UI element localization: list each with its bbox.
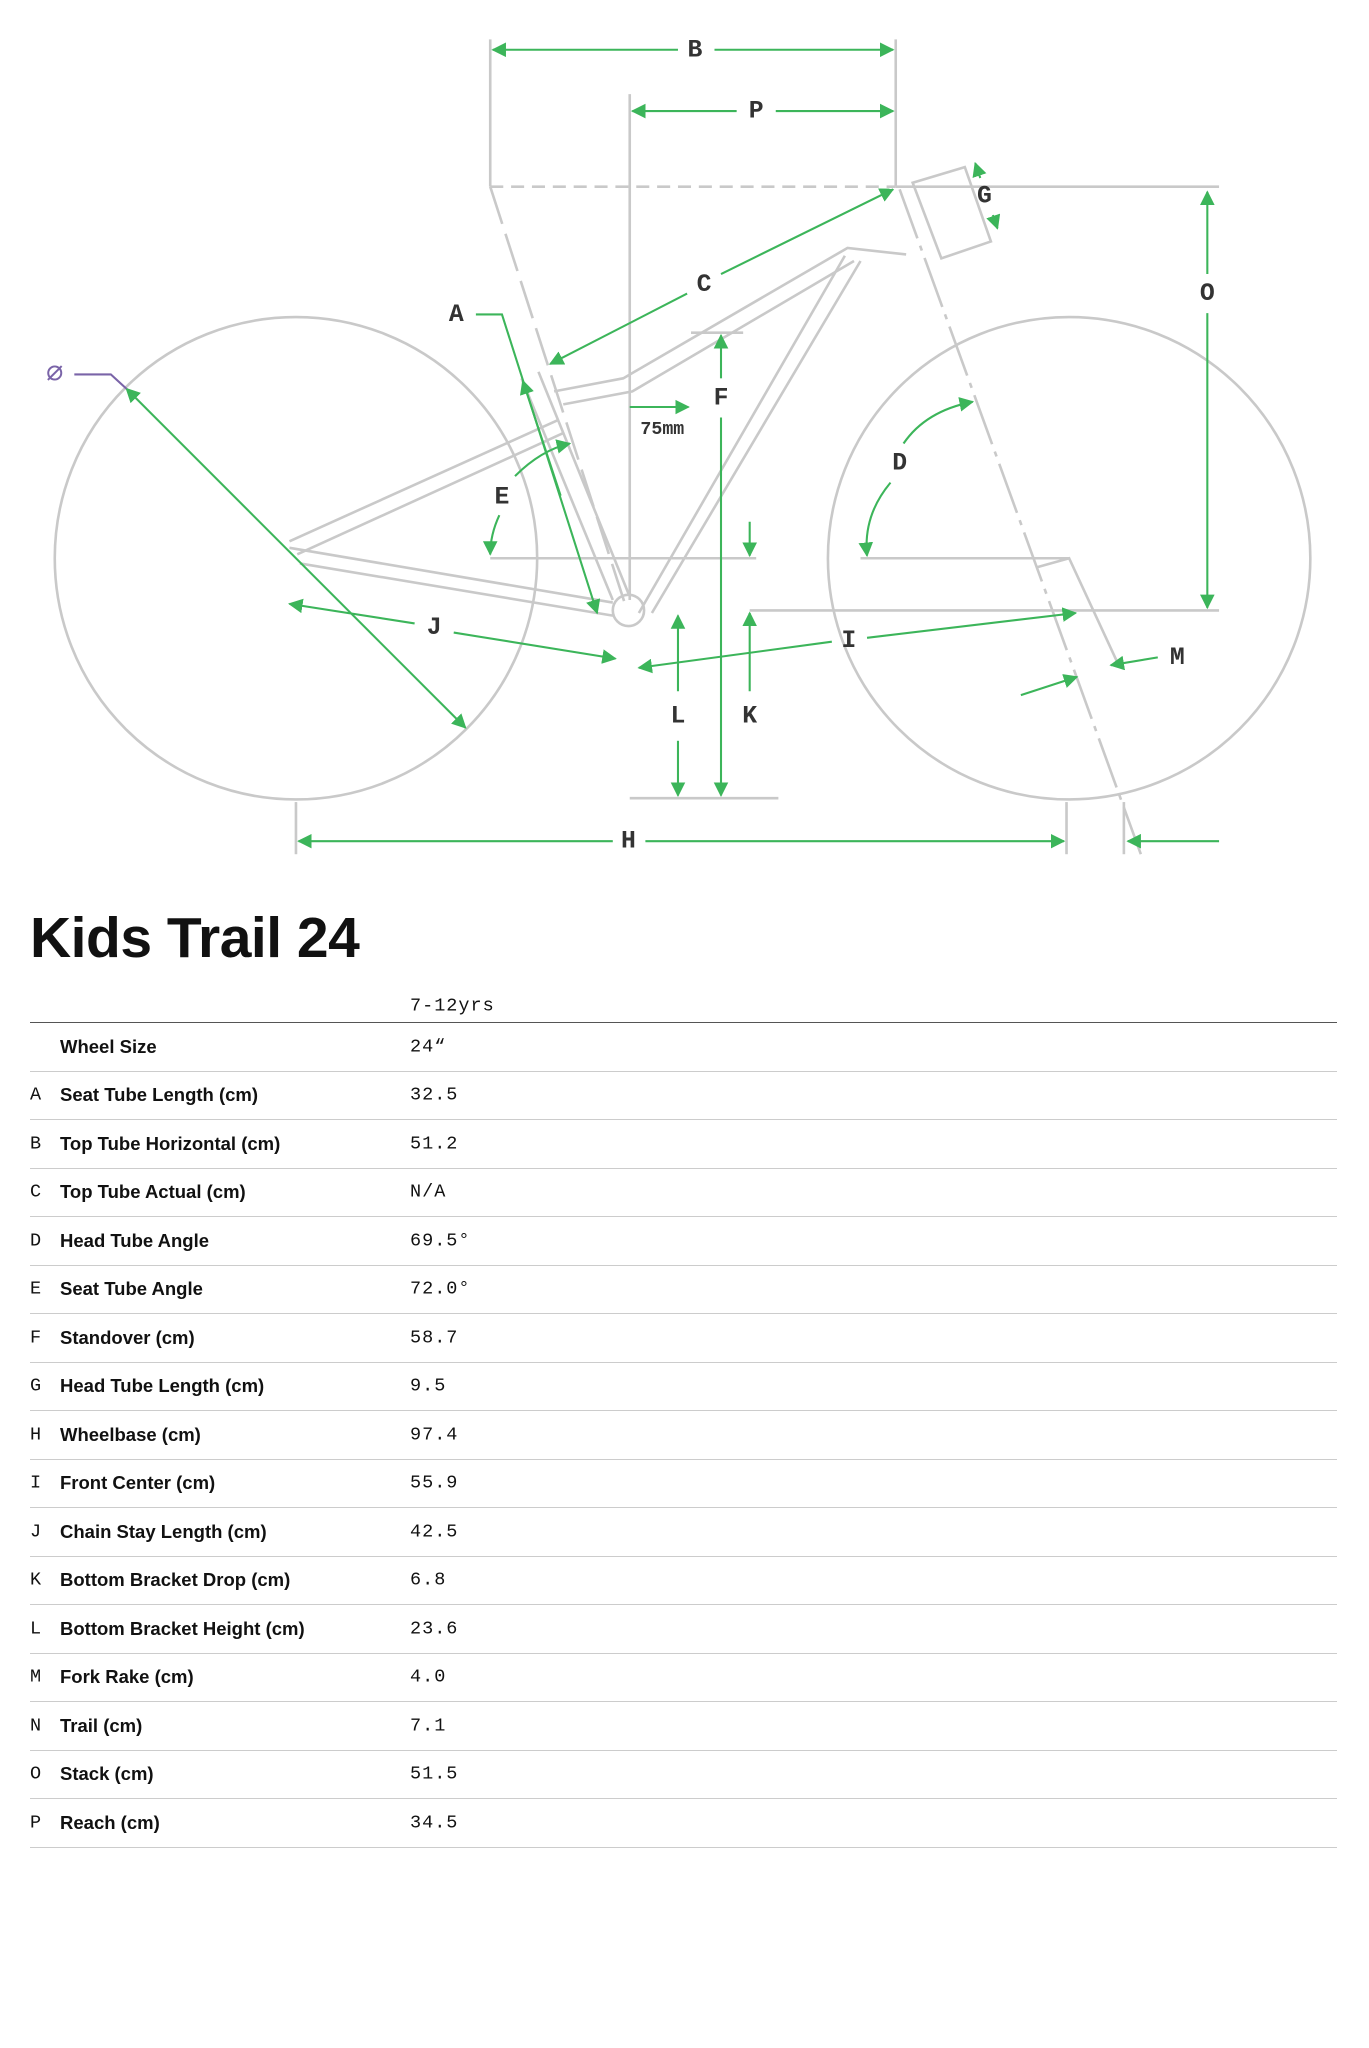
dimension-arrows xyxy=(74,42,1220,849)
row-value: 72.0° xyxy=(410,1278,471,1300)
row-value: 51.5 xyxy=(410,1763,459,1785)
row-name: Trail (cm) xyxy=(60,1714,143,1736)
geometry-table: 7-12yrs Wheel Size 24“ A Seat Tube Length (… xyxy=(30,990,1337,1848)
row-value: N/A xyxy=(410,1181,447,1203)
dim-label: K xyxy=(742,703,757,731)
row-letter: H xyxy=(30,1424,42,1446)
row-letter: B xyxy=(30,1133,42,1155)
row-value: 9.5 xyxy=(410,1375,447,1397)
geometry-diagram: B P G C O A F 75mm D E J I M L K H ∅ xyxy=(46,36,1312,856)
dim-label: G xyxy=(977,182,992,210)
column-header: 7-12yrs xyxy=(410,995,495,1017)
row-name: Wheelbase (cm) xyxy=(60,1423,201,1445)
row-value: 6.8 xyxy=(410,1569,447,1591)
row-value: 51.2 xyxy=(410,1133,459,1155)
table-row: L Bottom Bracket Height (cm) 23.6 xyxy=(30,1605,1337,1654)
table-row: H Wheelbase (cm) 97.4 xyxy=(30,1411,1337,1460)
table-row: F Standover (cm) 58.7 xyxy=(30,1314,1337,1363)
row-name: Reach (cm) xyxy=(60,1811,160,1833)
row-letter: C xyxy=(30,1181,42,1203)
row-value: 97.4 xyxy=(410,1424,459,1446)
row-value: 7.1 xyxy=(410,1715,447,1737)
row-letter: I xyxy=(30,1472,42,1494)
table-row: I Front Center (cm) 55.9 xyxy=(30,1460,1337,1508)
table-row: K Bottom Bracket Drop (cm) 6.8 xyxy=(30,1557,1337,1605)
table-row: E Seat Tube Angle 72.0° xyxy=(30,1266,1337,1314)
dim-label: I xyxy=(841,627,856,655)
table-header: 7-12yrs xyxy=(30,990,1337,1023)
table-row: D Head Tube Angle 69.5° xyxy=(30,1217,1337,1266)
row-letter: P xyxy=(30,1812,42,1834)
row-value: 58.7 xyxy=(410,1327,459,1349)
row-name: Stack (cm) xyxy=(60,1763,154,1785)
row-letter: N xyxy=(30,1715,42,1737)
dim-label: C xyxy=(697,271,712,299)
dim-label: L xyxy=(671,703,686,731)
row-value: 23.6 xyxy=(410,1618,459,1640)
dim-label: M xyxy=(1170,644,1185,672)
row-value: 4.0 xyxy=(410,1666,447,1688)
dim-label: B xyxy=(687,36,702,64)
row-letter: K xyxy=(30,1569,42,1591)
table-row: A Seat Tube Length (cm) 32.5 xyxy=(30,1072,1337,1120)
row-name: Seat Tube Angle xyxy=(60,1278,203,1300)
table-row: N Trail (cm) 7.1 xyxy=(30,1702,1337,1751)
row-letter: A xyxy=(30,1084,42,1106)
dim-label: A xyxy=(449,301,464,329)
row-name: Fork Rake (cm) xyxy=(60,1666,194,1688)
row-name: Top Tube Actual (cm) xyxy=(60,1181,246,1203)
dim-label: 75mm xyxy=(640,420,684,440)
row-name: Seat Tube Length (cm) xyxy=(60,1084,259,1106)
row-letter: O xyxy=(30,1763,42,1785)
row-name: Head Tube Angle xyxy=(60,1229,210,1251)
dim-label: D xyxy=(892,450,907,478)
row-letter: J xyxy=(30,1521,42,1543)
table-row: C Top Tube Actual (cm) N/A xyxy=(30,1169,1337,1217)
dim-label: J xyxy=(427,614,442,642)
row-name: Standover (cm) xyxy=(60,1326,195,1348)
table-row: O Stack (cm) 51.5 xyxy=(30,1751,1337,1799)
row-name: Top Tube Horizontal (cm) xyxy=(60,1132,281,1154)
row-value: 55.9 xyxy=(410,1472,459,1494)
row-letter: M xyxy=(30,1666,42,1688)
row-name: Head Tube Length (cm) xyxy=(60,1375,265,1397)
row-value: 24“ xyxy=(410,1036,447,1058)
row-letter: L xyxy=(30,1618,42,1640)
table-row: Wheel Size 24“ xyxy=(30,1023,1337,1072)
row-letter: E xyxy=(30,1278,42,1300)
dim-label: F xyxy=(714,384,729,412)
table-row: P Reach (cm) 34.5 xyxy=(30,1799,1337,1848)
row-letter: G xyxy=(30,1375,42,1397)
row-value: 34.5 xyxy=(410,1812,459,1834)
row-name: Chain Stay Length (cm) xyxy=(60,1520,267,1542)
table-row: J Chain Stay Length (cm) 42.5 xyxy=(30,1508,1337,1557)
table-row: B Top Tube Horizontal (cm) 51.2 xyxy=(30,1120,1337,1169)
dim-label: O xyxy=(1200,280,1215,308)
table-row: G Head Tube Length (cm) 9.5 xyxy=(30,1363,1337,1411)
row-value: 42.5 xyxy=(410,1521,459,1543)
table-row: M Fork Rake (cm) 4.0 xyxy=(30,1654,1337,1702)
row-name: Bottom Bracket Drop (cm) xyxy=(60,1569,291,1591)
row-letter: F xyxy=(30,1327,42,1349)
row-value: 69.5° xyxy=(410,1230,471,1252)
dim-label: E xyxy=(495,484,510,512)
dim-label: ∅ xyxy=(46,358,63,391)
bike-frame xyxy=(53,39,1312,855)
row-letter: D xyxy=(30,1230,42,1252)
row-name: Bottom Bracket Height (cm) xyxy=(60,1617,305,1639)
row-name: Wheel Size xyxy=(60,1035,157,1057)
row-name: Front Center (cm) xyxy=(60,1472,216,1494)
dim-label: H xyxy=(621,828,636,856)
row-value: 32.5 xyxy=(410,1084,459,1106)
title: Kids Trail 24 xyxy=(30,906,360,970)
dim-label: P xyxy=(749,98,764,126)
